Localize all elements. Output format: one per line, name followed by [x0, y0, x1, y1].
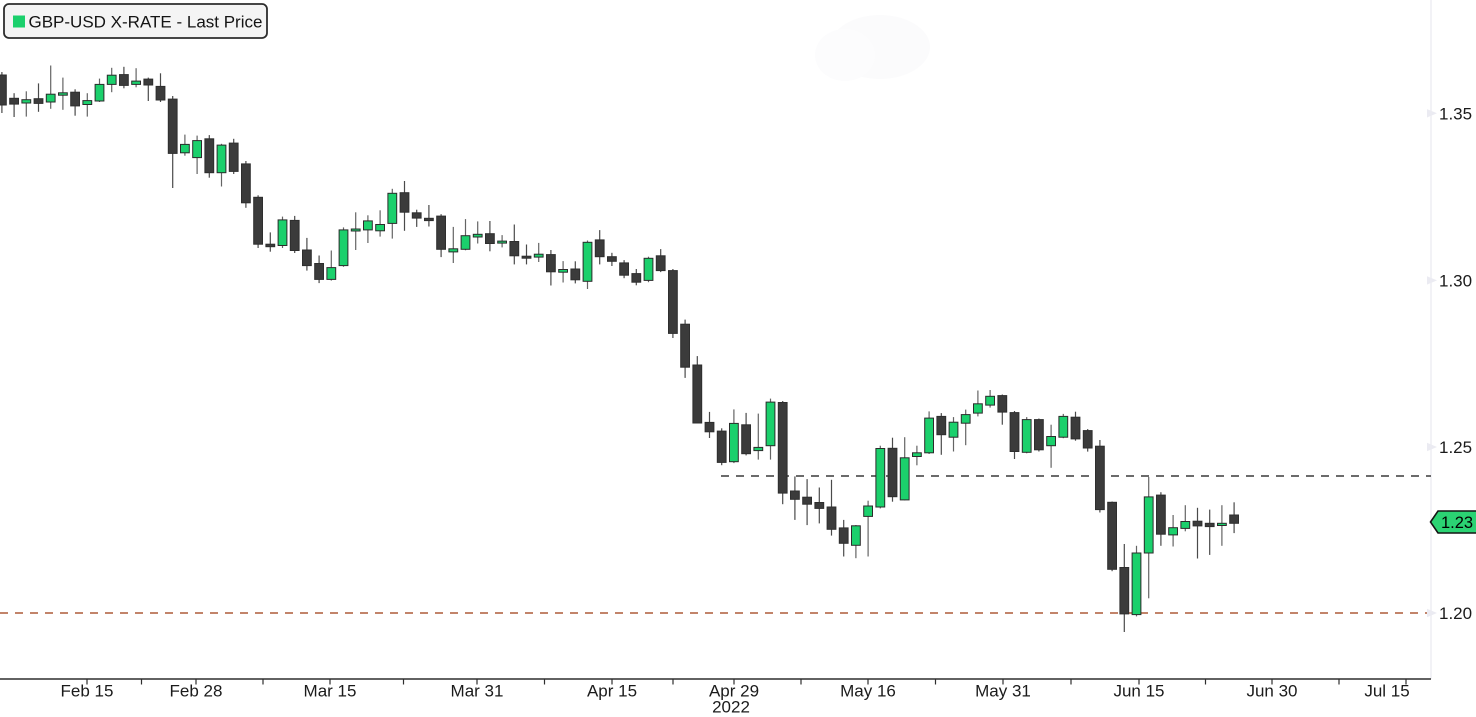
- svg-text:Mar 15: Mar 15: [304, 682, 357, 701]
- svg-text:1.23: 1.23: [1441, 514, 1473, 532]
- svg-text:Feb 28: Feb 28: [170, 682, 223, 701]
- svg-text:Apr 15: Apr 15: [587, 682, 637, 701]
- svg-text:Jul 15: Jul 15: [1364, 682, 1409, 701]
- svg-text:2022: 2022: [712, 698, 750, 717]
- svg-text:1.25: 1.25: [1439, 438, 1472, 457]
- svg-text:Apr 29: Apr 29: [709, 682, 759, 701]
- svg-text:Jun 30: Jun 30: [1246, 682, 1297, 701]
- svg-text:1.30: 1.30: [1439, 271, 1472, 290]
- svg-text:May 16: May 16: [840, 682, 896, 701]
- svg-text:Jun 15: Jun 15: [1113, 682, 1164, 701]
- svg-text:GBP-USD X-RATE - Last Price: GBP-USD X-RATE - Last Price: [29, 13, 263, 32]
- svg-text:1.35: 1.35: [1439, 104, 1472, 123]
- svg-text:Mar 31: Mar 31: [451, 682, 504, 701]
- svg-text:Feb 15: Feb 15: [61, 682, 114, 701]
- svg-text:1.20: 1.20: [1439, 604, 1472, 623]
- svg-text:May 31: May 31: [975, 682, 1031, 701]
